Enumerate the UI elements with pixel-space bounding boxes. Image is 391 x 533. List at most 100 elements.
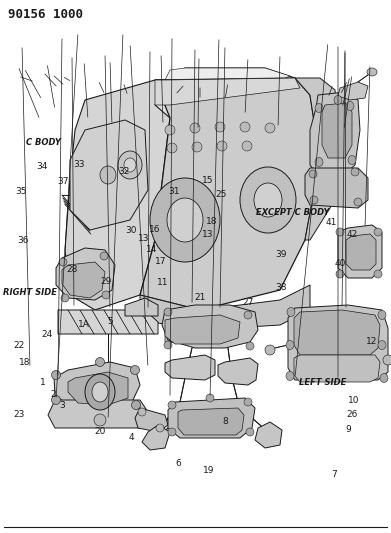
Text: 20: 20 xyxy=(94,427,106,436)
Ellipse shape xyxy=(378,341,386,350)
Ellipse shape xyxy=(334,95,342,104)
Ellipse shape xyxy=(131,400,140,409)
Text: 15: 15 xyxy=(202,176,214,184)
Text: 41: 41 xyxy=(326,219,337,227)
Polygon shape xyxy=(65,80,170,310)
Text: 22: 22 xyxy=(13,341,24,350)
Ellipse shape xyxy=(315,157,323,166)
Text: 6: 6 xyxy=(175,459,181,468)
Ellipse shape xyxy=(215,122,225,132)
Ellipse shape xyxy=(138,408,146,416)
Text: 21: 21 xyxy=(194,293,206,302)
Text: 17: 17 xyxy=(154,257,166,265)
Polygon shape xyxy=(125,298,158,316)
Polygon shape xyxy=(346,234,376,270)
Ellipse shape xyxy=(380,374,388,383)
Ellipse shape xyxy=(131,366,140,375)
Text: 29: 29 xyxy=(100,277,112,286)
Ellipse shape xyxy=(61,294,69,302)
Text: 40: 40 xyxy=(334,260,346,268)
Ellipse shape xyxy=(168,401,176,409)
Ellipse shape xyxy=(254,183,282,217)
Polygon shape xyxy=(48,400,148,428)
Ellipse shape xyxy=(336,270,344,278)
Text: 26: 26 xyxy=(346,410,358,419)
Text: LEFT SIDE: LEFT SIDE xyxy=(299,378,346,387)
Ellipse shape xyxy=(59,258,67,266)
Ellipse shape xyxy=(206,394,214,402)
Polygon shape xyxy=(165,315,240,344)
Polygon shape xyxy=(162,305,258,348)
Polygon shape xyxy=(338,225,382,278)
Ellipse shape xyxy=(164,341,172,349)
Text: 33: 33 xyxy=(73,160,85,168)
Ellipse shape xyxy=(100,166,116,184)
Polygon shape xyxy=(218,358,258,385)
Ellipse shape xyxy=(150,178,220,262)
Text: 34: 34 xyxy=(36,162,48,171)
Polygon shape xyxy=(155,78,300,105)
Text: 7: 7 xyxy=(332,470,337,479)
Ellipse shape xyxy=(265,345,275,355)
Ellipse shape xyxy=(124,158,136,172)
Text: 27: 27 xyxy=(242,298,254,307)
Ellipse shape xyxy=(374,270,382,278)
Text: 1: 1 xyxy=(40,378,46,387)
Ellipse shape xyxy=(336,228,344,236)
Polygon shape xyxy=(142,425,170,450)
Ellipse shape xyxy=(118,151,142,179)
Ellipse shape xyxy=(246,428,254,436)
Text: 28: 28 xyxy=(66,265,78,273)
Text: 39: 39 xyxy=(275,250,287,259)
Ellipse shape xyxy=(378,311,386,319)
Text: 18: 18 xyxy=(206,217,218,226)
Polygon shape xyxy=(322,103,352,158)
Ellipse shape xyxy=(346,101,354,110)
Ellipse shape xyxy=(52,395,61,405)
Polygon shape xyxy=(68,372,128,405)
Text: 18: 18 xyxy=(18,358,30,367)
Polygon shape xyxy=(310,92,360,178)
Ellipse shape xyxy=(374,228,382,236)
Polygon shape xyxy=(58,310,158,334)
Text: 19: 19 xyxy=(203,466,215,474)
Polygon shape xyxy=(70,120,148,230)
Polygon shape xyxy=(168,398,255,438)
Ellipse shape xyxy=(286,341,294,350)
Ellipse shape xyxy=(242,141,252,151)
Ellipse shape xyxy=(315,103,323,112)
Text: 35: 35 xyxy=(16,188,27,196)
Ellipse shape xyxy=(168,428,176,436)
Text: 14: 14 xyxy=(146,245,158,254)
Text: 9: 9 xyxy=(345,425,351,433)
Ellipse shape xyxy=(156,424,164,432)
Ellipse shape xyxy=(348,156,356,165)
Ellipse shape xyxy=(167,198,203,242)
Text: 23: 23 xyxy=(13,410,25,419)
Polygon shape xyxy=(255,422,282,448)
Ellipse shape xyxy=(240,122,250,132)
Text: C BODY: C BODY xyxy=(26,139,61,147)
Ellipse shape xyxy=(164,308,172,316)
Text: 1A: 1A xyxy=(78,320,90,328)
Ellipse shape xyxy=(165,125,175,135)
Ellipse shape xyxy=(85,374,115,410)
Text: RIGHT SIDE: RIGHT SIDE xyxy=(4,288,57,296)
Ellipse shape xyxy=(367,68,377,76)
Text: 4: 4 xyxy=(128,433,134,441)
Polygon shape xyxy=(165,320,215,345)
Text: 25: 25 xyxy=(215,190,227,199)
Ellipse shape xyxy=(94,414,106,426)
Text: 31: 31 xyxy=(168,188,180,196)
Polygon shape xyxy=(155,68,295,120)
Ellipse shape xyxy=(217,141,227,151)
Polygon shape xyxy=(288,305,388,380)
Polygon shape xyxy=(165,355,215,380)
Text: 90156 1000: 90156 1000 xyxy=(8,8,83,21)
Text: EXCEPT C BODY: EXCEPT C BODY xyxy=(256,208,329,216)
Ellipse shape xyxy=(240,167,296,233)
Ellipse shape xyxy=(310,196,318,204)
Ellipse shape xyxy=(286,372,294,381)
Ellipse shape xyxy=(244,311,252,319)
Polygon shape xyxy=(140,285,310,330)
